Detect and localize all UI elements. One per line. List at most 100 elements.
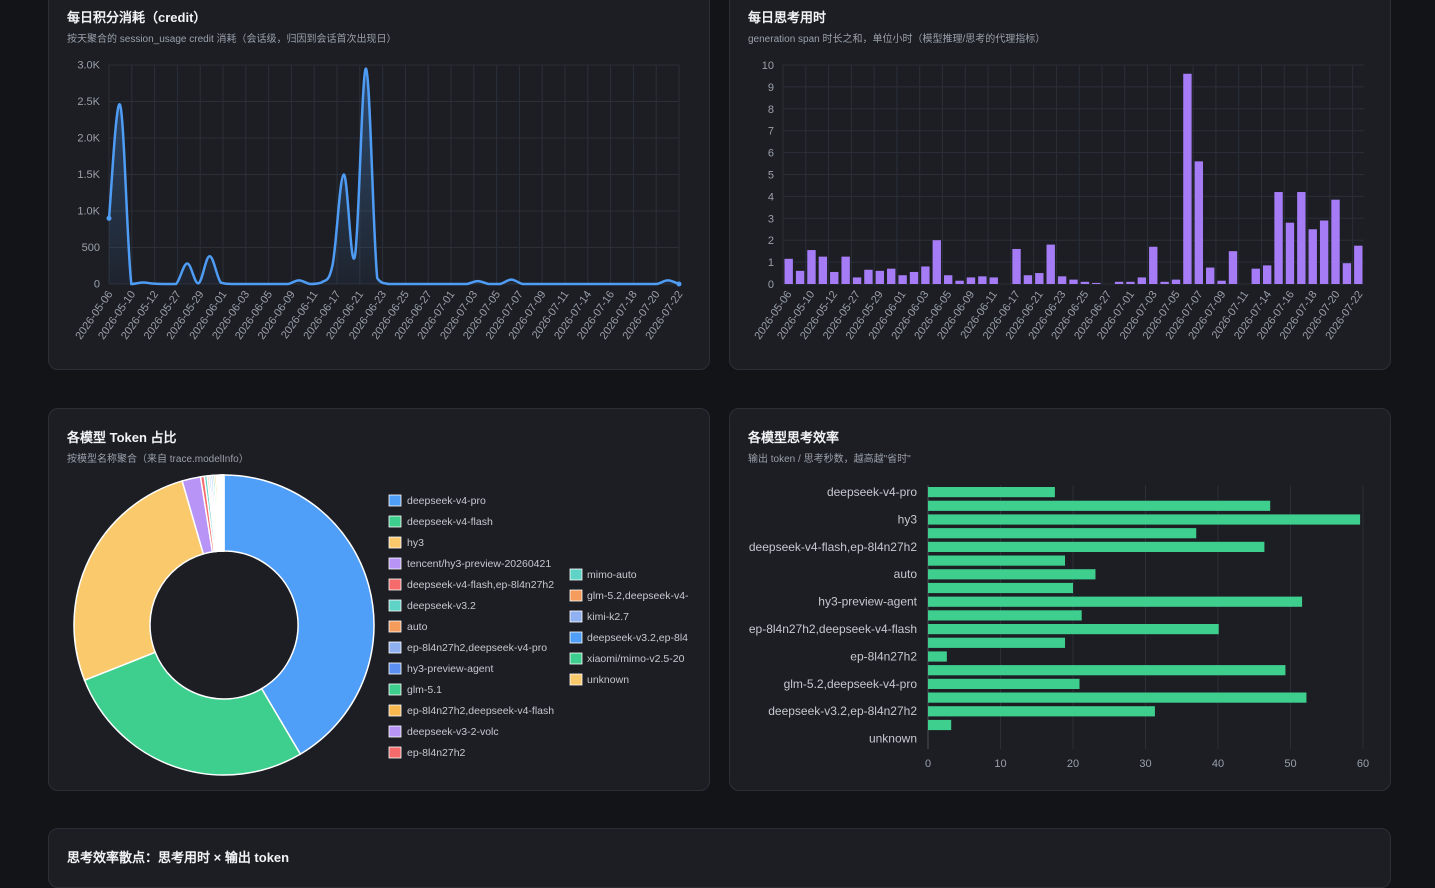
thinking-bar (1012, 249, 1020, 284)
y-tick-label: 7 (768, 126, 774, 138)
thinking-bar (1069, 280, 1077, 284)
thinking-bar (910, 272, 918, 284)
thinking-bar (1172, 280, 1180, 284)
efficiency-bar (928, 542, 1264, 552)
legend-swatch (389, 642, 401, 653)
efficiency-bar (928, 610, 1082, 620)
thinking-bar (796, 271, 804, 284)
y-tick-label: deepseek-v3.2,ep-8l4n27h2 (768, 704, 917, 718)
y-tick-label: 3 (768, 213, 774, 225)
thinking-bar (1058, 276, 1066, 284)
legend-label: tencent/hy3-preview-20260421 (407, 558, 551, 570)
token-share-chart: deepseek-v4-prodeepseek-v4-flashhy3tence… (49, 409, 710, 791)
y-tick-label: unknown (869, 732, 917, 746)
credit-area (109, 69, 679, 284)
efficiency-bar (928, 501, 1270, 511)
legend-label: deepseek-v4-pro (407, 495, 486, 507)
thinking-bar (1126, 282, 1134, 284)
legend-label: auto (407, 621, 428, 633)
donut-slice (85, 652, 301, 775)
legend-label: hy3-preview-agent (407, 663, 493, 675)
thinking-bar (819, 257, 827, 284)
data-point (677, 282, 682, 287)
legend-label: ep-8l4n27h2,deepseek-v4-flash (407, 705, 554, 717)
x-tick-label: 40 (1212, 758, 1224, 770)
y-tick-label: 1.0K (77, 206, 100, 218)
legend-label: deepseek-v3.2,ep-8l4 (587, 632, 688, 644)
legend-swatch (570, 653, 582, 664)
legend-swatch (389, 495, 401, 506)
token-share-card: 各模型 Token 占比 按模型名称聚合（来自 trace.modelInfo）… (48, 408, 710, 791)
thinking-chart-card: 每日思考用时 generation span 时长之和，单位小时（模型推理/思考… (729, 0, 1391, 370)
thinking-bar (1309, 229, 1317, 284)
efficiency-bar (928, 583, 1073, 593)
efficiency-bar (928, 706, 1155, 716)
thinking-bar (1217, 281, 1225, 284)
thinking-bar (1343, 263, 1351, 284)
thinking-bar (1092, 283, 1100, 284)
thinking-bar (1047, 245, 1055, 284)
thinking-bar (955, 281, 963, 284)
legend-swatch (389, 558, 401, 569)
thinking-bar (1115, 282, 1123, 284)
legend-swatch (570, 674, 582, 685)
efficiency-bar (928, 679, 1080, 689)
legend-swatch (389, 516, 401, 527)
y-tick-label: ep-8l4n27h2,deepseek-v4-flash (749, 622, 917, 636)
thinking-bar (1024, 275, 1032, 284)
thinking-bar (1354, 246, 1362, 284)
thinking-bar (921, 266, 929, 284)
y-tick-label: 1 (768, 257, 774, 269)
thinking-bar (876, 271, 884, 284)
y-tick-label: ep-8l4n27h2 (850, 649, 917, 663)
efficiency-bar (928, 638, 1065, 648)
legend-swatch (570, 611, 582, 622)
thinking-bar (1035, 273, 1043, 284)
y-tick-label: 0 (768, 279, 774, 291)
x-tick-label: 60 (1357, 758, 1369, 770)
y-tick-label: glm-5.2,deepseek-v4-pro (784, 677, 918, 691)
y-tick-label: 10 (762, 60, 774, 72)
legend-label: ep-8l4n27h2,deepseek-v4-pro (407, 642, 547, 654)
y-tick-label: 500 (82, 242, 100, 254)
thinking-bar (1229, 251, 1237, 284)
legend-swatch (389, 726, 401, 737)
y-tick-label: 2.0K (77, 133, 100, 145)
legend-swatch (389, 663, 401, 674)
thinking-bar (785, 259, 793, 284)
y-tick-label: 1.5K (77, 169, 100, 181)
efficiency-bar (928, 651, 947, 661)
legend-label: glm-5.1 (407, 684, 442, 696)
thinking-bar (990, 277, 998, 284)
thinking-bar (1274, 192, 1282, 284)
x-tick-label: 30 (1139, 758, 1151, 770)
efficiency-bar (928, 514, 1360, 524)
thinking-bar (978, 276, 986, 284)
efficiency-bar (928, 665, 1285, 675)
y-tick-label: hy3 (898, 512, 918, 526)
thinking-bar (1331, 200, 1339, 284)
thinking-bar (1081, 282, 1089, 284)
credit-line (109, 69, 679, 284)
thinking-bar (944, 275, 952, 284)
thinking-bar (1263, 265, 1271, 284)
legend-label: deepseek-v4-flash,ep-8l4n27h2 (407, 579, 554, 591)
y-tick-label: 2 (768, 235, 774, 247)
thinking-bar (887, 269, 895, 284)
legend-label: mimo-auto (587, 569, 637, 581)
y-tick-label: 9 (768, 82, 774, 94)
y-tick-label: hy3-preview-agent (818, 595, 917, 609)
legend-label: glm-5.2,deepseek-v4- (587, 590, 689, 602)
thinking-bar (1149, 247, 1157, 284)
thinking-bar (933, 240, 941, 284)
efficiency-bar (928, 597, 1302, 607)
legend-swatch (389, 621, 401, 632)
thinking-bar (807, 250, 815, 284)
data-point (107, 216, 112, 221)
y-tick-label: deepseek-v4-pro (827, 485, 917, 499)
donut-slice (74, 481, 203, 680)
legend-swatch (570, 590, 582, 601)
thinking-bar (1195, 161, 1203, 284)
